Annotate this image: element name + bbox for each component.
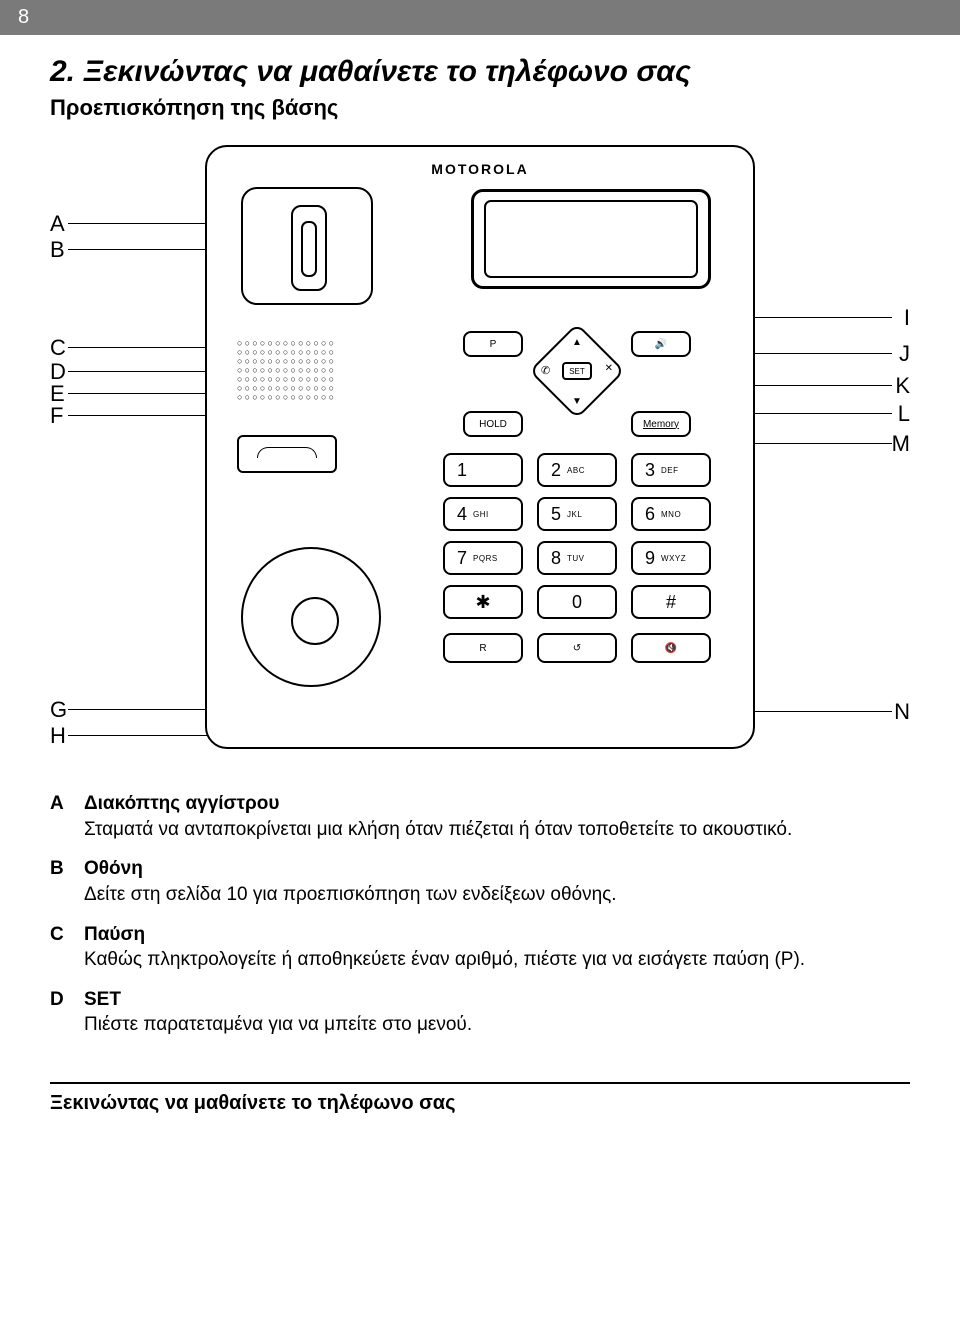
section-title-text: Ξεκινώντας να μαθαίνετε το τηλέφωνο σας (83, 55, 690, 88)
definition-text: Καθώς πληκτρολογείτε ή αποθηκεύετε έναν … (84, 949, 805, 970)
definition-body: Διακόπτης αγγίστρου Σταματά να ανταποκρί… (84, 791, 792, 842)
label-A: A (50, 211, 65, 237)
definition-letter: C (50, 922, 84, 973)
definition-body: Οθόνη Δείτε στη σελίδα 10 για προεπισκόπ… (84, 856, 617, 907)
definition-text: Δείτε στη σελίδα 10 για προεπισκόπηση τω… (84, 884, 617, 905)
key-3-letters: DEF (661, 466, 679, 475)
page-content: 2. Ξεκινώντας να μαθαίνετε το τηλέφωνο σ… (0, 35, 960, 1062)
key-8[interactable]: 8 TUV (537, 541, 617, 575)
key-hold[interactable]: HOLD (463, 411, 523, 437)
definition-term: Οθόνη (84, 858, 143, 879)
key-memory[interactable]: Memory (631, 411, 691, 437)
key-0[interactable]: 0 (537, 585, 617, 619)
key-6[interactable]: 6 MNO (631, 497, 711, 531)
definition-term: Παύση (84, 924, 145, 945)
key-pause[interactable]: P (463, 331, 523, 357)
key-1[interactable]: 1 (443, 453, 523, 487)
handset-cradle (241, 187, 373, 305)
label-M: M (892, 431, 910, 457)
key-3[interactable]: 3 DEF (631, 453, 711, 487)
key-2[interactable]: 2 ABC (537, 453, 617, 487)
key-5-digit: 5 (551, 504, 561, 525)
nav-cluster[interactable]: ▲ ▼ ✆ ✕ SET (537, 331, 617, 411)
definition-item: A Διακόπτης αγγίστρου Σταματά να ανταποκ… (50, 791, 910, 842)
key-9[interactable]: 9 WXYZ (631, 541, 711, 575)
definition-item: B Οθόνη Δείτε στη σελίδα 10 για προεπισκ… (50, 856, 910, 907)
footer-text: Ξεκινώντας να μαθαίνετε το τηλέφωνο σας (0, 1092, 960, 1139)
definition-term: SET (84, 989, 121, 1010)
label-G: G (50, 697, 67, 723)
key-mute[interactable]: 🔇 (631, 633, 711, 663)
definition-term: Διακόπτης αγγίστρου (84, 793, 279, 814)
key-4-digit: 4 (457, 504, 467, 525)
page-number-header: 8 (0, 0, 960, 35)
footer-divider (50, 1082, 910, 1084)
key-7-letters: PQRS (473, 554, 498, 563)
key-1-digit: 1 (457, 460, 467, 481)
key-star[interactable]: ✱ (443, 585, 523, 619)
key-r[interactable]: R (443, 633, 523, 663)
loudspeaker (241, 547, 381, 687)
key-set[interactable]: SET (562, 362, 592, 380)
phone-diagram: A B C D E F G H I J K L M N MOTOROLA (50, 145, 910, 765)
key-2-digit: 2 (551, 460, 561, 481)
key-redial[interactable]: ↺ (537, 633, 617, 663)
key-7-digit: 7 (457, 548, 467, 569)
definition-letter: B (50, 856, 84, 907)
keypad: P HOLD ▲ ▼ ✆ ✕ SET 🔊 (433, 331, 721, 673)
key-6-letters: MNO (661, 510, 681, 519)
label-J: J (899, 341, 910, 367)
key-2-letters: ABC (567, 466, 585, 475)
definition-body: Παύση Καθώς πληκτρολογείτε ή αποθηκεύετε… (84, 922, 805, 973)
nav-right-icon: ✕ (605, 363, 613, 374)
hook-inner (301, 221, 317, 277)
definition-item: C Παύση Καθώς πληκτρολογείτε ή αποθηκεύε… (50, 922, 910, 973)
section-heading: 2. Ξεκινώντας να μαθαίνετε το τηλέφωνο σ… (50, 55, 910, 89)
display-inner (484, 200, 698, 278)
section-subtitle: Προεπισκόπηση της βάσης (50, 95, 910, 121)
definition-text: Πιέστε παρατεταμένα για να μπείτε στο με… (84, 1014, 472, 1035)
definition-text: Σταματά να ανταποκρίνεται μια κλήση όταν… (84, 819, 792, 840)
key-4-letters: GHI (473, 510, 489, 519)
key-5-letters: JKL (567, 510, 582, 519)
label-C: C (50, 335, 66, 361)
key-8-digit: 8 (551, 548, 561, 569)
label-F: F (50, 403, 63, 429)
nav-left-icon: ✆ (541, 364, 550, 377)
brand-logo: MOTOROLA (207, 161, 753, 177)
section-number: 2. (50, 55, 75, 88)
key-9-letters: WXYZ (661, 554, 686, 563)
phone-body: MOTOROLA ○○○○○○○○○○○○○ ○○○○○○○○○○○○○ ○○○… (205, 145, 755, 749)
key-9-digit: 9 (645, 548, 655, 569)
label-I: I (904, 305, 910, 331)
definition-item: D SET Πιέστε παρατεταμένα για να μπείτε … (50, 987, 910, 1038)
label-H: H (50, 723, 66, 749)
key-volume[interactable]: 🔊 (631, 331, 691, 357)
definition-letter: D (50, 987, 84, 1038)
definition-body: SET Πιέστε παρατεταμένα για να μπείτε στ… (84, 987, 472, 1038)
display-screen (471, 189, 711, 289)
hook-switch (291, 205, 327, 291)
nav-down-icon: ▼ (572, 396, 582, 407)
page-number: 8 (18, 6, 29, 28)
key-7[interactable]: 7 PQRS (443, 541, 523, 575)
key-8-letters: TUV (567, 554, 585, 563)
label-N: N (894, 699, 910, 725)
definition-letter: A (50, 791, 84, 842)
speaker-grill: ○○○○○○○○○○○○○ ○○○○○○○○○○○○○ ○○○○○○○○○○○○… (237, 339, 397, 402)
dot-row: ○○○○○○○○○○○○○ (237, 393, 397, 402)
card-slot (237, 435, 337, 473)
label-L: L (898, 401, 910, 427)
key-6-digit: 6 (645, 504, 655, 525)
nav-up-icon: ▲ (572, 337, 582, 348)
label-B: B (50, 237, 65, 263)
key-5[interactable]: 5 JKL (537, 497, 617, 531)
definitions-list: A Διακόπτης αγγίστρου Σταματά να ανταποκ… (50, 791, 910, 1038)
key-4[interactable]: 4 GHI (443, 497, 523, 531)
label-K: K (895, 373, 910, 399)
key-3-digit: 3 (645, 460, 655, 481)
key-hash[interactable]: # (631, 585, 711, 619)
